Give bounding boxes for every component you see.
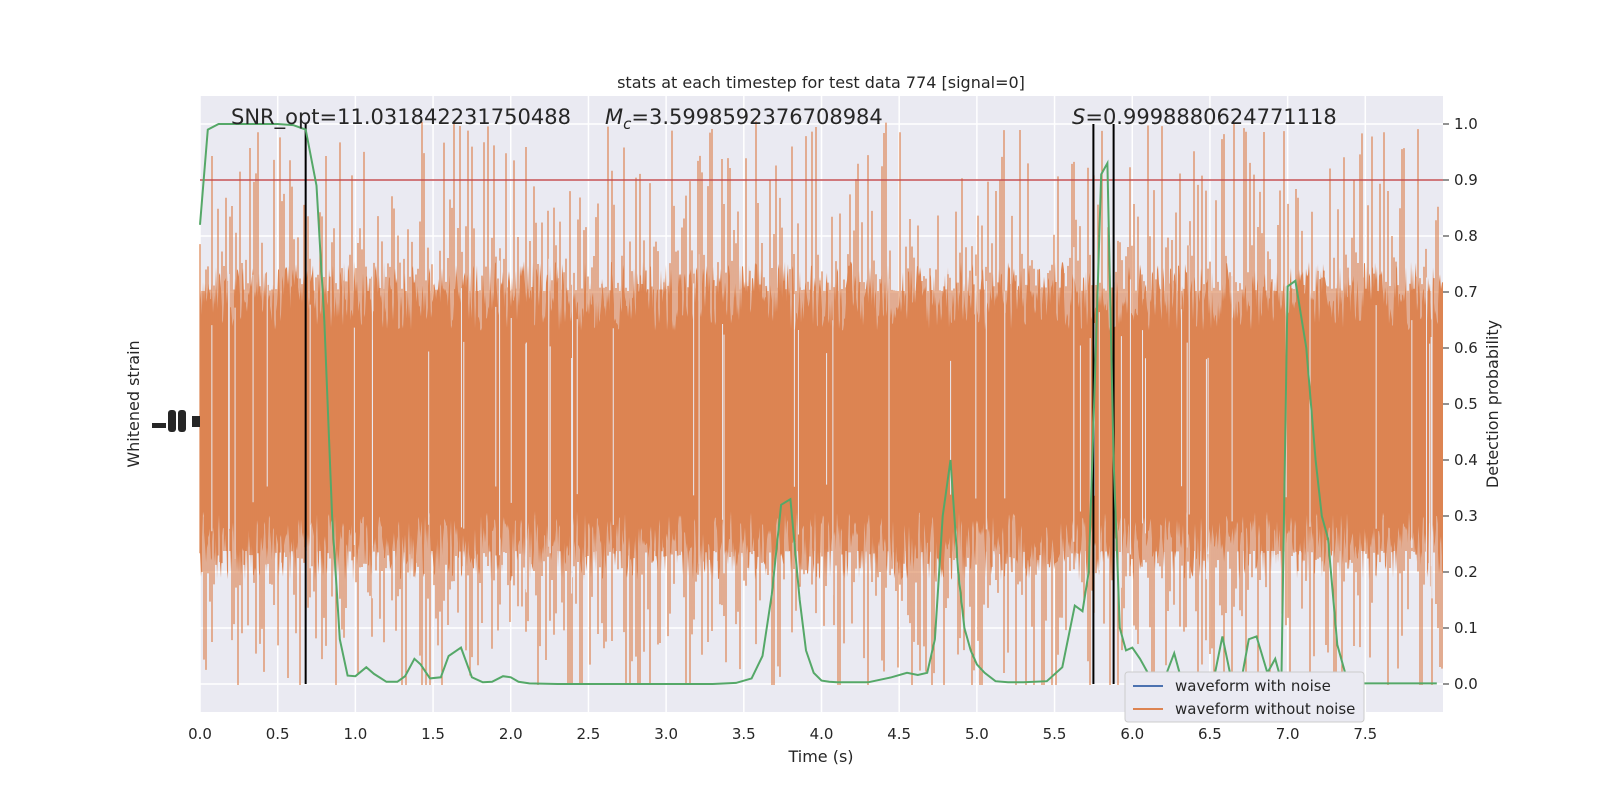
x-tick-label: 7.0	[1276, 725, 1300, 743]
y-axis-right-label: Detection probability	[1483, 320, 1502, 488]
x-axis-label: Time (s)	[787, 747, 853, 766]
probability-series-line	[199, 123, 1437, 685]
detection-stat-annotation: S=0.9998880624771118	[1072, 105, 1337, 129]
x-tick-label: 1.5	[421, 725, 445, 743]
x-tick-label: 2.5	[577, 725, 601, 743]
y-axis-left-label: Whitened strain	[124, 340, 143, 467]
y-tick-label: 0.8	[1454, 227, 1478, 245]
y-tick-label: 0.4	[1454, 451, 1478, 469]
y-tick-label: 0.3	[1454, 507, 1478, 525]
legend-box	[1124, 671, 1365, 723]
x-tick-label: 3.0	[654, 725, 678, 743]
x-tick-label: 7.5	[1353, 725, 1377, 743]
y-tick-label: 0.5	[1454, 395, 1478, 413]
left-tick-mark	[168, 410, 176, 432]
x-tick-label: 1.0	[343, 725, 367, 743]
y-tick-label: 1.0	[1454, 115, 1478, 133]
x-tick-label: 0.5	[266, 725, 290, 743]
left-tick-mark	[178, 410, 186, 432]
y-tick-label: 0.1	[1454, 619, 1478, 637]
strain-spikes	[199, 121, 1443, 685]
left-axis-tick-marks	[152, 410, 200, 432]
y-axis-right-ticks: 0.0 0.1 0.2 0.3 0.4 0.5 0.6 0.7 0.8 0.9 1.0	[1443, 115, 1478, 693]
x-tick-label: 4.0	[810, 725, 834, 743]
y-tick-label: 0.6	[1454, 339, 1478, 357]
left-tick-mark	[192, 416, 200, 427]
x-tick-label: 0.0	[188, 725, 212, 743]
y-tick-label: 0.0	[1454, 675, 1478, 693]
chirp-mass-annotation: Mc=3.5998592376708984	[605, 105, 883, 133]
legend-label-with-noise: waveform with noise	[1175, 677, 1331, 695]
x-tick-label: 5.5	[1043, 725, 1067, 743]
strain-series	[199, 121, 1443, 685]
x-axis-ticks: 0.0 0.5 1.0 1.5 2.0 2.5 3.0 3.5 4.0 4.5 5.0 5.5 6.0 6…	[188, 725, 1377, 743]
x-tick-label: 5.0	[965, 725, 989, 743]
y-tick-label: 0.9	[1454, 171, 1478, 189]
y-tick-label: 0.7	[1454, 283, 1478, 301]
left-tick-mark	[152, 423, 166, 428]
x-tick-label: 4.5	[887, 725, 911, 743]
legend: waveform with noise waveform without noi…	[1124, 671, 1365, 723]
y-tick-label: 0.2	[1454, 563, 1478, 581]
legend-label-without-noise: waveform without noise	[1175, 700, 1355, 718]
x-tick-label: 6.0	[1120, 725, 1144, 743]
snr-annotation: SNR_opt=11.031842231750488	[231, 105, 571, 130]
x-tick-label: 3.5	[732, 725, 756, 743]
chart-title: stats at each timestep for test data 774…	[617, 73, 1025, 92]
x-tick-label: 6.5	[1198, 725, 1222, 743]
x-tick-label: 2.0	[499, 725, 523, 743]
